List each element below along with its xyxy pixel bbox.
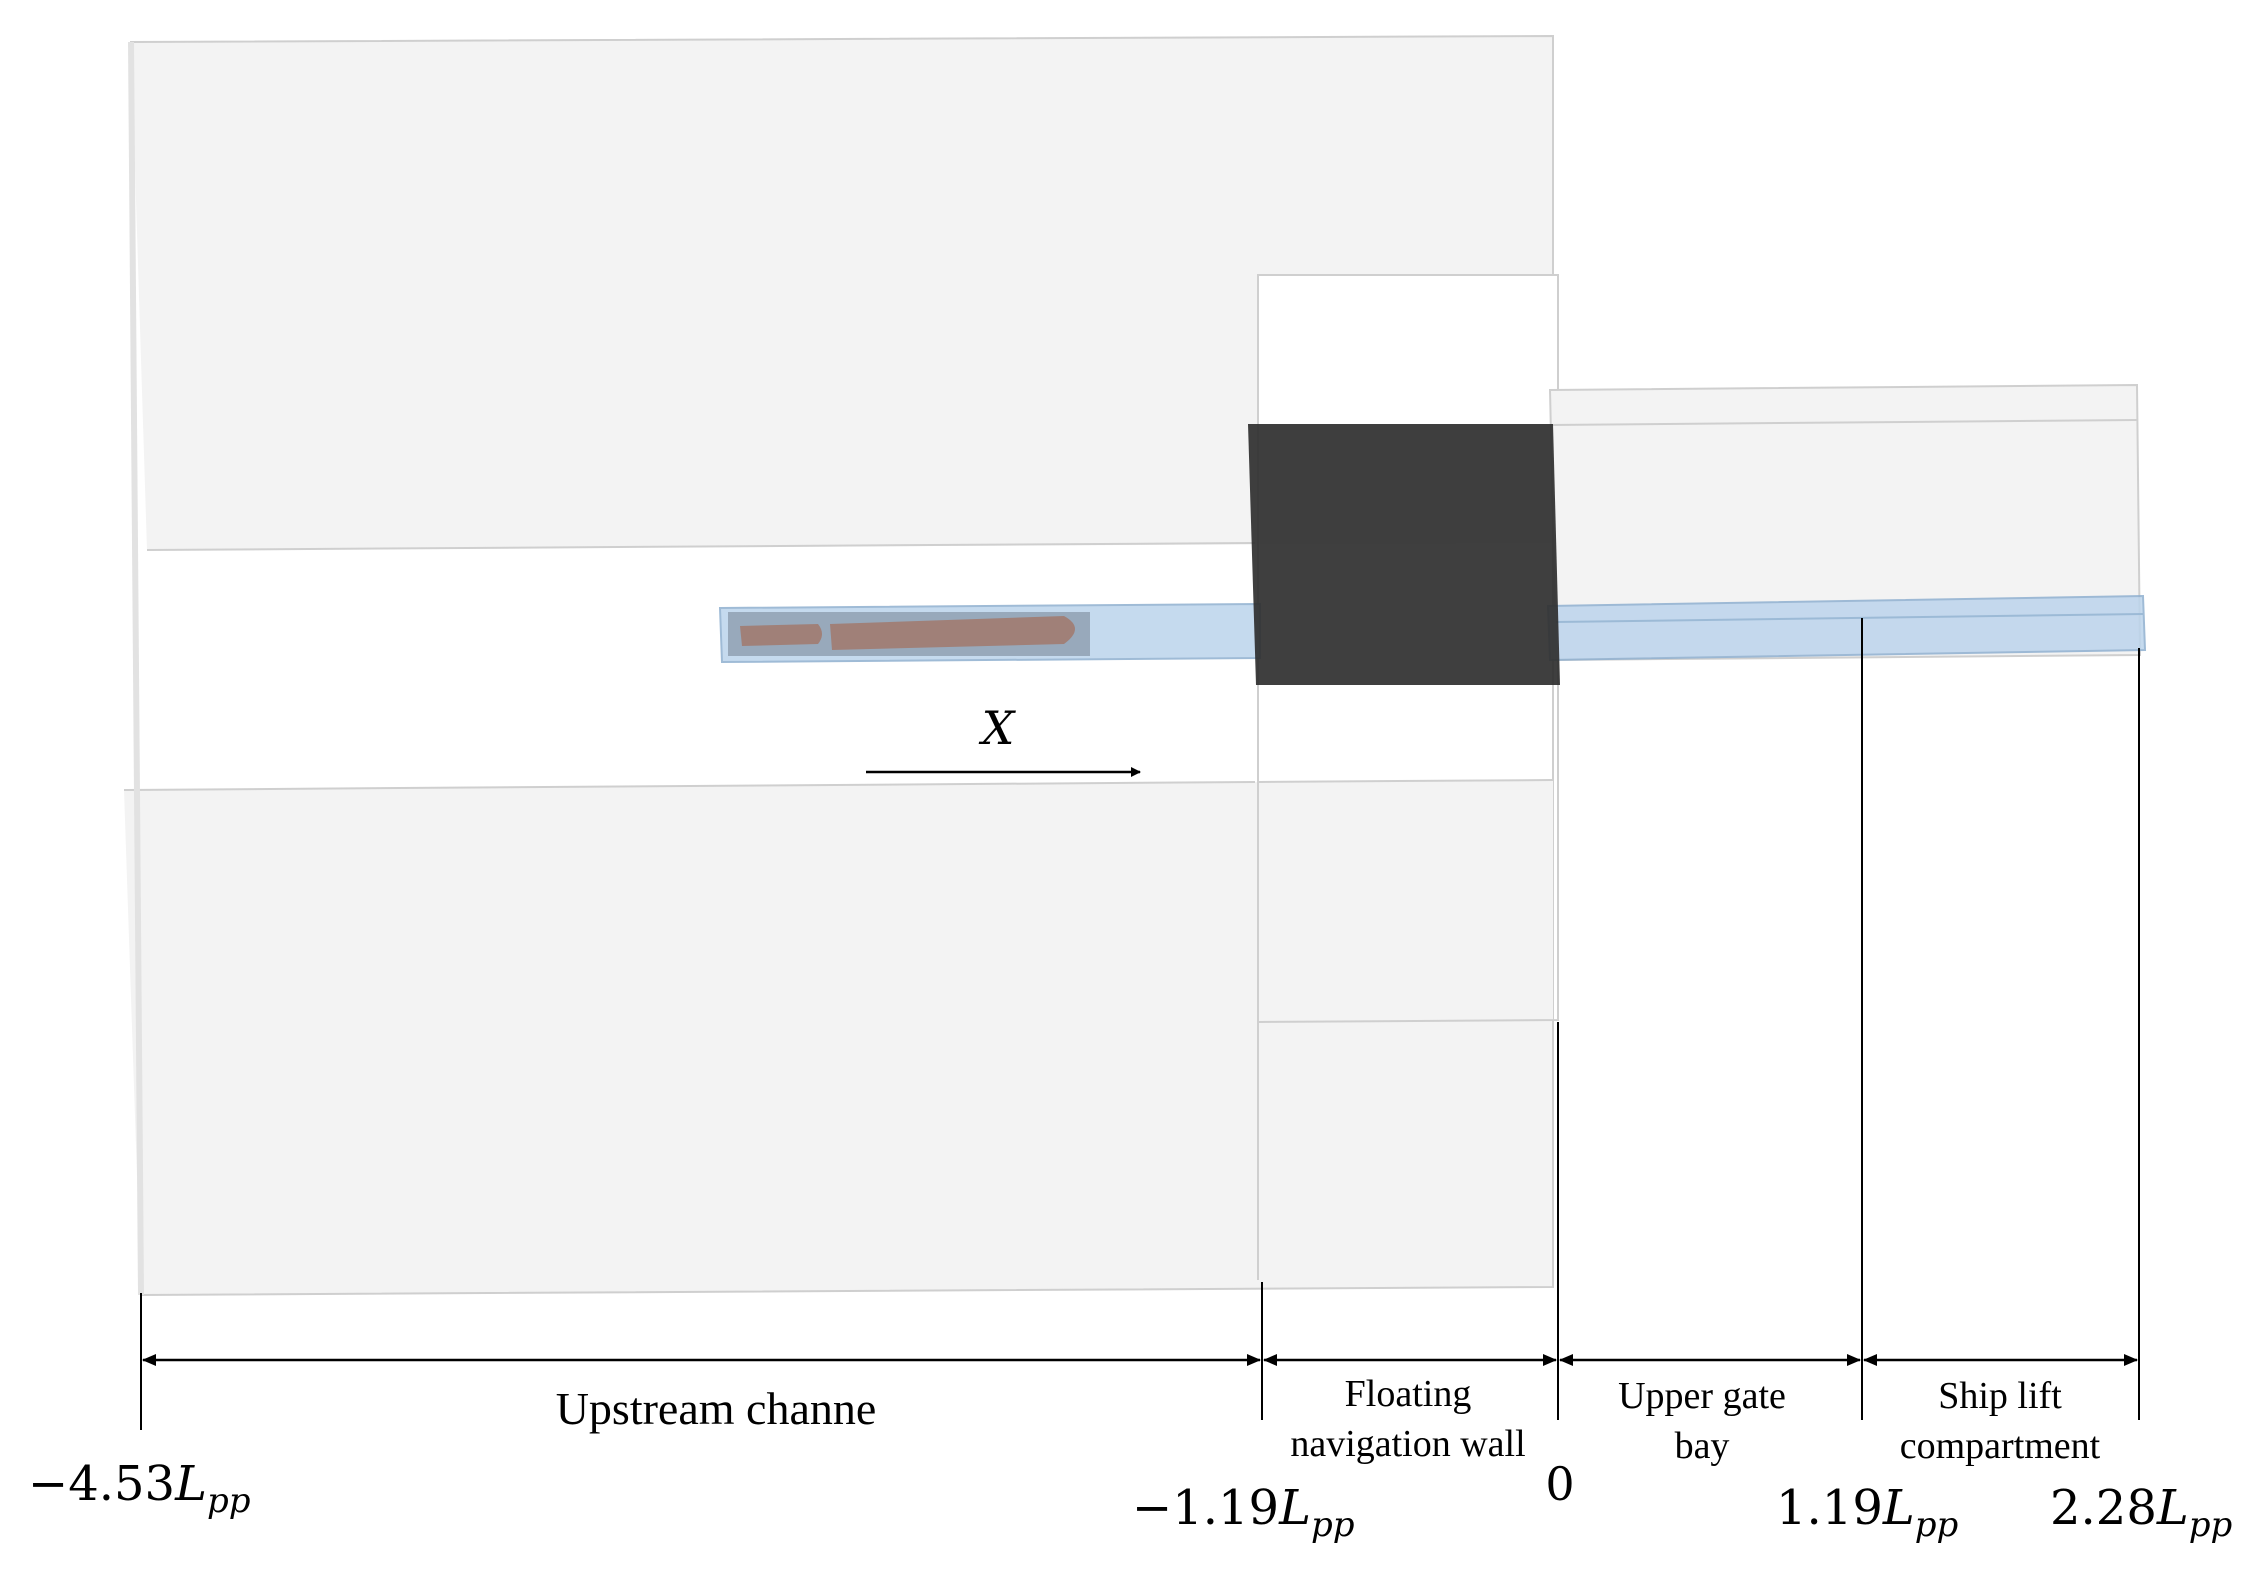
position-labels: −4.53Lpp −1.19Lpp 0 1.19Lpp 2.28Lpp — [28, 1456, 2232, 1545]
region-labels: Upstream channe Floating navigation wall… — [556, 1373, 2101, 1467]
pos-label-2-28: 2.28Lpp — [2050, 1480, 2232, 1545]
wall-zone-lower-edge — [1257, 779, 1554, 783]
ship-hull-stern — [740, 624, 822, 646]
x-axis-label: X — [979, 701, 1017, 755]
wall-zone-lower — [1258, 780, 1553, 1022]
gate-bay-top-edge — [1549, 419, 2138, 426]
upstream-upper-bank-edge — [146, 542, 1256, 551]
label-gate-bay-line2: bay — [1675, 1425, 1730, 1467]
label-upstream-channel: Upstream channe — [556, 1383, 877, 1434]
ship-model — [728, 612, 1090, 656]
label-floating-wall-line1: Floating — [1345, 1373, 1472, 1415]
pos-label-zero: 0 — [1545, 1457, 1574, 1511]
wall-zone-upper — [1258, 275, 1558, 425]
label-floating-wall-line2: navigation wall — [1290, 1423, 1525, 1465]
label-ship-lift-line2: compartment — [1900, 1425, 2101, 1467]
pos-label-1-19: 1.19Lpp — [1776, 1480, 1958, 1545]
pos-label-minus-1-19: −1.19Lpp — [1132, 1480, 1355, 1545]
reference-lines — [140, 618, 2140, 1430]
upstream-left-edge-shade — [128, 41, 144, 1296]
pos-label-minus-4-53: −4.53Lpp — [28, 1456, 251, 1521]
water-strip-downstream — [1546, 594, 2147, 662]
upstream-lower-bank-edge — [123, 781, 1256, 791]
ship-hull-main — [830, 616, 1075, 650]
label-gate-bay-line1: Upper gate — [1618, 1375, 1786, 1417]
upstream-lower-bank — [124, 780, 1553, 1295]
label-ship-lift-line1: Ship lift — [1938, 1375, 2062, 1417]
upstream-channel-domain — [123, 34, 1554, 1297]
floating-wall-zone — [1257, 274, 1559, 1280]
floating-navigation-wall-block — [1248, 424, 1560, 685]
water-strip-centerline — [1555, 613, 2144, 623]
x-direction-indicator: X — [866, 701, 1141, 777]
upstream-upper-bank — [131, 36, 1553, 550]
